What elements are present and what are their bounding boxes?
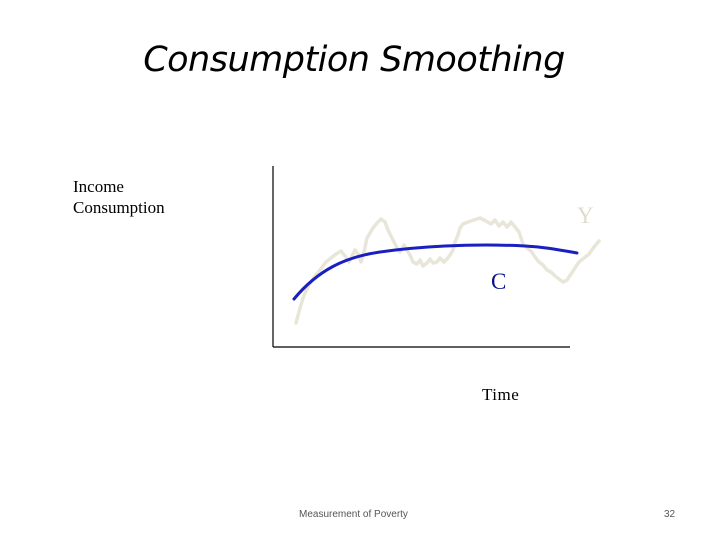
income-curve bbox=[294, 216, 601, 325]
y-axis-label-consumption: Consumption bbox=[73, 198, 165, 217]
slide-title: Consumption Smoothing bbox=[143, 40, 565, 80]
income-curve-label: Y bbox=[577, 203, 594, 228]
y-axis-label: Income Consumption bbox=[73, 176, 165, 218]
page-number: 32 bbox=[664, 509, 676, 520]
consumption-curve-label: C bbox=[491, 269, 506, 294]
slide-footer: Measurement of Poverty bbox=[299, 509, 408, 520]
y-axis-label-income: Income bbox=[73, 177, 124, 196]
consumption-curve bbox=[292, 243, 579, 301]
x-axis-label: Time bbox=[482, 385, 520, 404]
